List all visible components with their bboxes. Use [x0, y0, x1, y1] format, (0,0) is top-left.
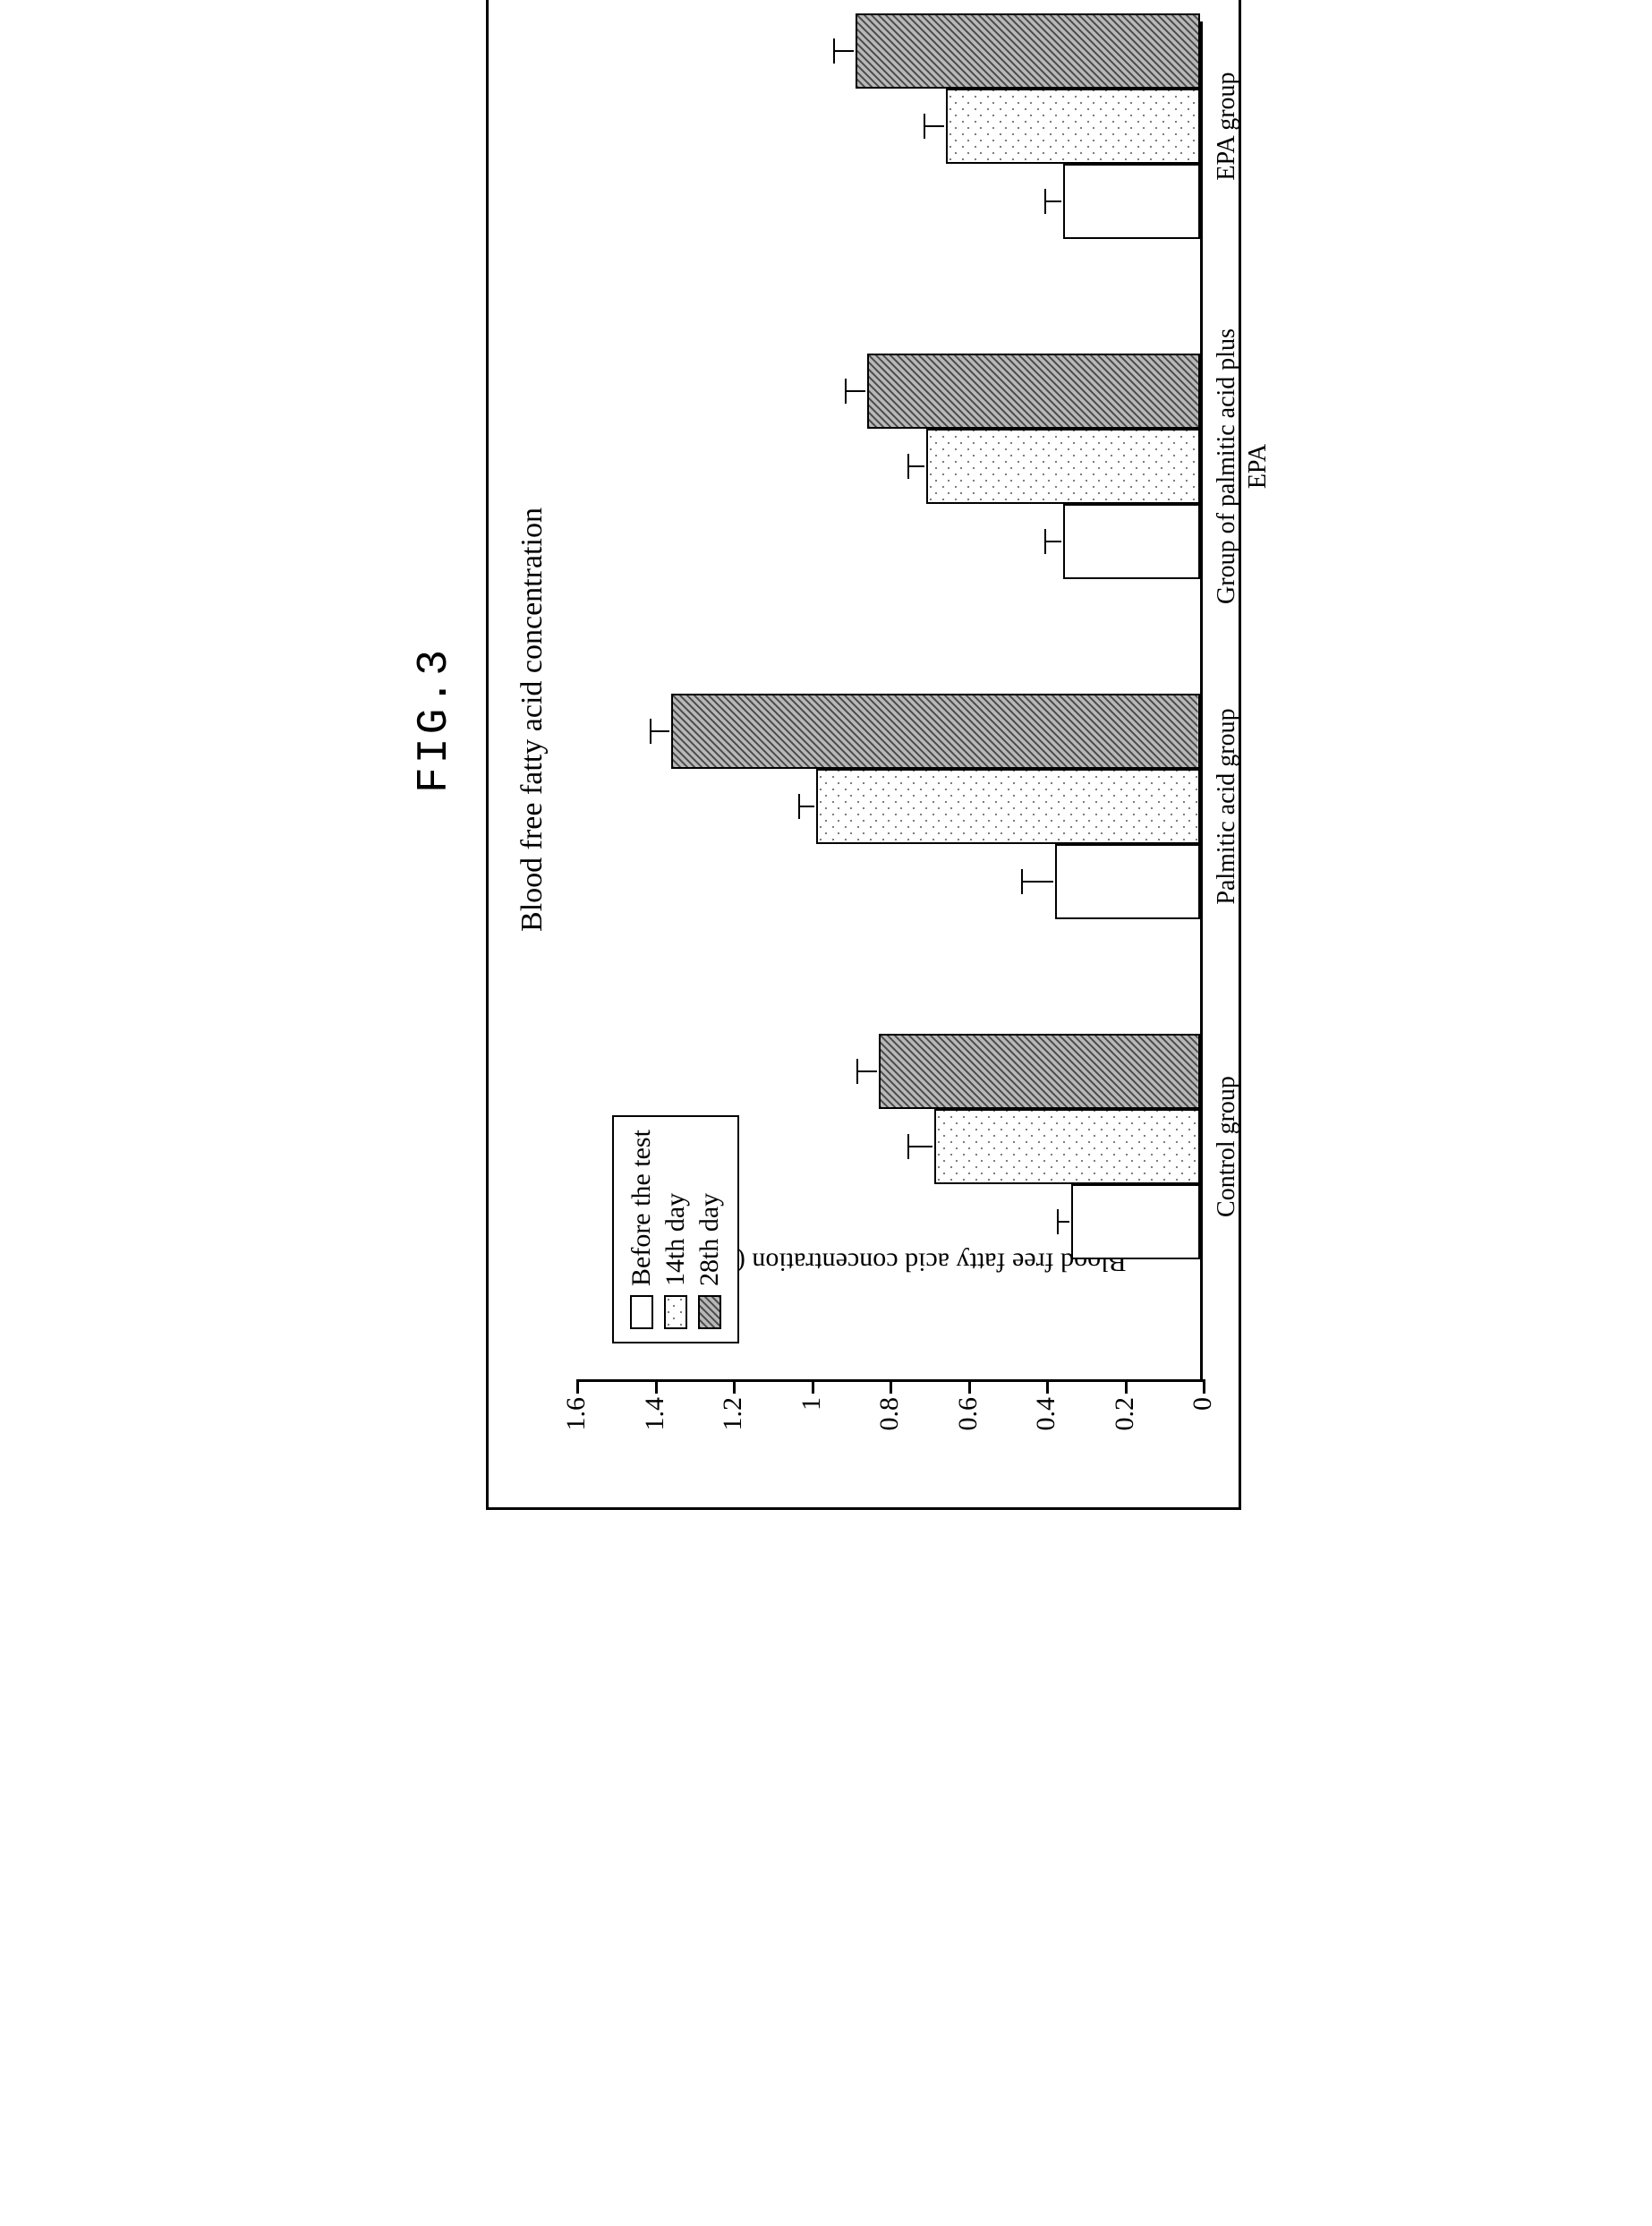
plot-box: 00.20.40.60.811.21.41.6Control groupPalm… — [576, 21, 1203, 1382]
error-bar — [908, 1146, 932, 1147]
error-bar-cap — [1044, 189, 1046, 214]
error-bar — [1022, 881, 1053, 883]
page-root: FIG.3 Blood free fatty acid concentratio… — [411, 0, 1241, 1510]
bar — [1063, 164, 1200, 239]
bar-group — [879, 1034, 1200, 1259]
error-bar-cap — [1057, 1209, 1059, 1234]
bar — [1071, 1184, 1200, 1259]
y-tick-label: 0.8 — [874, 1397, 905, 1460]
bar — [946, 89, 1200, 164]
x-category-label: Palmitic acid group — [1211, 663, 1242, 950]
y-tick-label: 0.6 — [953, 1397, 984, 1460]
error-bar-cap — [833, 38, 835, 64]
y-tick — [1203, 1379, 1205, 1394]
chart-title: Blood free fatty acid concentration — [515, 0, 549, 1480]
bar — [1063, 504, 1200, 579]
legend-swatch — [630, 1295, 653, 1329]
y-tick-label: 1 — [796, 1397, 827, 1460]
figure-label: FIG.3 — [411, 0, 459, 1510]
legend-swatch — [698, 1295, 721, 1329]
y-tick — [576, 1379, 579, 1394]
error-bar — [1045, 200, 1061, 202]
y-tick-label: 0.4 — [1031, 1397, 1061, 1460]
error-bar-cap — [1021, 869, 1023, 894]
error-bar — [846, 390, 865, 392]
bar — [934, 1109, 1201, 1184]
legend-item: Before the test — [626, 1130, 657, 1329]
bar — [671, 694, 1200, 769]
error-bar-cap — [856, 1059, 858, 1084]
error-bar-cap — [1044, 529, 1046, 554]
y-tick — [890, 1379, 892, 1394]
error-bar — [799, 806, 815, 807]
chart-frame: Blood free fatty acid concentration Bloo… — [486, 0, 1241, 1510]
legend-item: 28th day — [694, 1130, 725, 1329]
error-bar — [908, 465, 924, 467]
error-bar-cap — [650, 719, 651, 744]
y-tick — [1046, 1379, 1049, 1394]
bar-group — [867, 354, 1200, 579]
error-bar — [834, 50, 854, 52]
legend-label: 28th day — [694, 1193, 725, 1286]
error-bar-cap — [924, 114, 925, 139]
y-tick — [968, 1379, 971, 1394]
bar-group — [671, 694, 1200, 919]
bar — [816, 769, 1200, 844]
y-tick-label: 1.6 — [561, 1397, 592, 1460]
x-category-label: EPA group — [1211, 0, 1242, 269]
legend: Before the test14th day28th day — [612, 1115, 739, 1343]
bar — [926, 429, 1200, 504]
error-bar-cap — [907, 1134, 909, 1159]
error-bar — [651, 730, 670, 732]
y-tick-label: 1.4 — [640, 1397, 670, 1460]
y-tick-label: 1.2 — [718, 1397, 748, 1460]
legend-swatch — [664, 1295, 687, 1329]
y-tick-label: 0.2 — [1110, 1397, 1140, 1460]
y-tick — [812, 1379, 814, 1394]
error-bar — [924, 125, 944, 127]
bar — [867, 354, 1200, 429]
error-bar — [1058, 1221, 1069, 1223]
error-bar-cap — [845, 379, 847, 404]
error-bar-cap — [907, 454, 909, 479]
bar — [856, 13, 1200, 89]
bar — [879, 1034, 1200, 1109]
bar — [1055, 844, 1200, 919]
error-bar — [1045, 541, 1061, 542]
legend-label: Before the test — [626, 1130, 657, 1286]
x-category-label: Group of palmitic acid plusEPA — [1211, 323, 1273, 610]
legend-item: 14th day — [660, 1130, 691, 1329]
y-tick-label: 0 — [1188, 1397, 1218, 1460]
error-bar-cap — [798, 794, 800, 819]
y-tick — [733, 1379, 736, 1394]
x-category-label: Control group — [1211, 1003, 1242, 1290]
y-tick — [655, 1379, 658, 1394]
chart-area: Blood free fatty acid concentration (mEq… — [576, 0, 1203, 1382]
y-tick — [1125, 1379, 1128, 1394]
bar-group — [856, 13, 1200, 239]
error-bar — [857, 1070, 877, 1072]
legend-label: 14th day — [660, 1193, 691, 1286]
